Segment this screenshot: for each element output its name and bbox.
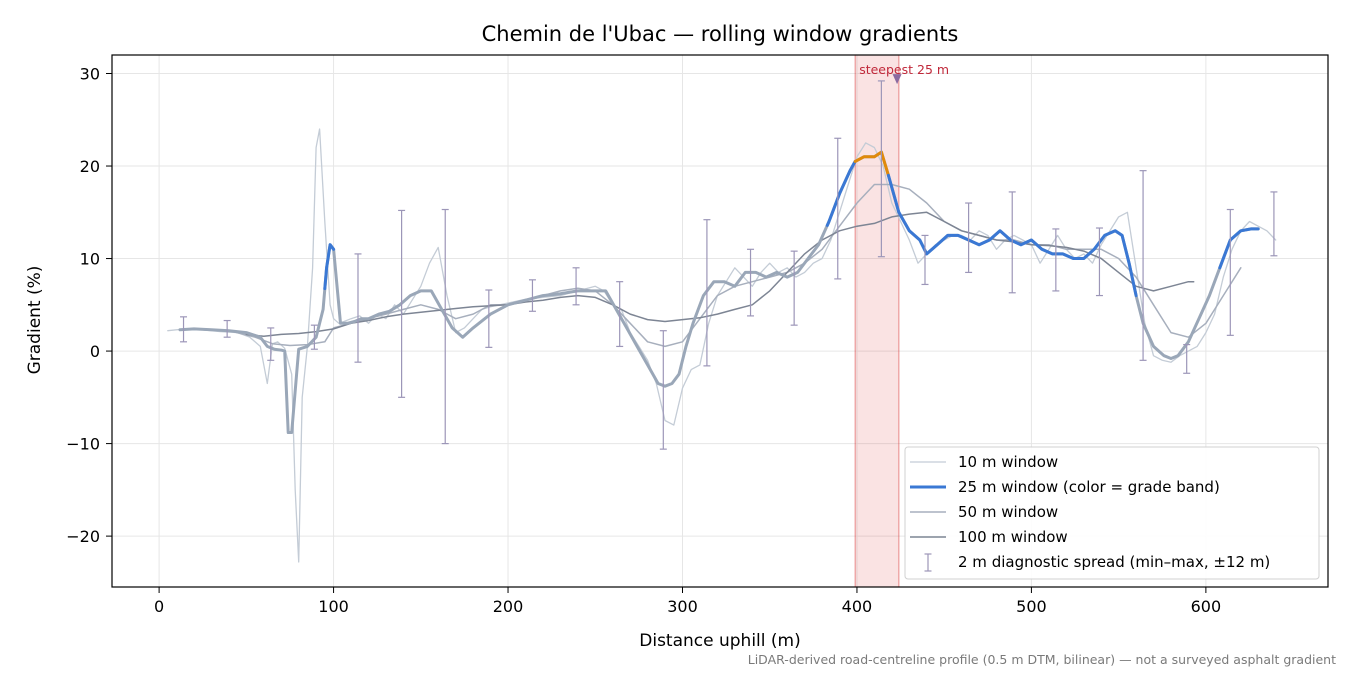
spread-errorbar bbox=[965, 202, 973, 274]
spread-errorbar bbox=[485, 289, 493, 348]
steepest-marker-triangle bbox=[892, 74, 902, 85]
series-100m-line bbox=[245, 211, 1195, 338]
x-axis-label: Distance uphill (m) bbox=[639, 631, 800, 651]
legend-label-spread: 2 m diagnostic spread (min–max, ±12 m) bbox=[958, 553, 1270, 571]
plot-frame bbox=[111, 54, 1329, 588]
spread-errorbar bbox=[790, 250, 798, 326]
series-50m-line bbox=[201, 183, 1242, 348]
x-tick-label: 100 bbox=[318, 597, 349, 616]
legend-label-50m: 50 m window bbox=[958, 503, 1058, 521]
spread-errorbar bbox=[1052, 228, 1060, 292]
spread-errorbar bbox=[267, 327, 275, 361]
legend-swatch-spread bbox=[924, 553, 932, 572]
x-tick-label: 600 bbox=[1191, 597, 1222, 616]
legend: 10 m window 25 m window (color = grade b… bbox=[904, 446, 1320, 580]
spread-errorbar bbox=[223, 319, 231, 338]
series-lines bbox=[167, 128, 1277, 563]
legend-label-100m: 100 m window bbox=[958, 528, 1068, 546]
spread-errorbar bbox=[703, 219, 711, 367]
chart-title: Chemin de l'Ubac — rolling window gradie… bbox=[482, 22, 959, 46]
spread-errorbar bbox=[180, 316, 188, 343]
steepest-band-fill bbox=[855, 55, 899, 587]
spread-errorbar bbox=[528, 279, 536, 312]
footnote: LiDAR-derived road-centreline profile (0… bbox=[748, 652, 1336, 667]
steepest-annotation: steepest 25 m bbox=[859, 62, 949, 77]
spread-errorbar bbox=[921, 234, 929, 286]
series-25m-grade-band-segment bbox=[323, 243, 336, 291]
y-tick-label: 10 bbox=[80, 250, 100, 269]
spread-errorbar bbox=[572, 267, 580, 306]
y-axis-label: Gradient (%) bbox=[25, 266, 45, 375]
y-tick-label: 0 bbox=[90, 342, 100, 361]
spread-errorbar bbox=[441, 208, 449, 445]
series-25m-grade-band-segment bbox=[1218, 227, 1260, 270]
steepest-marker bbox=[892, 74, 902, 85]
x-tick-label: 200 bbox=[493, 597, 524, 616]
legend-label-10m: 10 m window bbox=[958, 453, 1058, 471]
spread-errorbar bbox=[310, 324, 318, 350]
x-tick-label: 400 bbox=[842, 597, 873, 616]
spread-errorbar bbox=[1095, 227, 1103, 297]
x-tick-label: 0 bbox=[154, 597, 164, 616]
spread-errorbar bbox=[1226, 208, 1234, 336]
spread-errorbar bbox=[747, 248, 755, 317]
x-tick-label: 300 bbox=[667, 597, 698, 616]
spread-errorbar bbox=[877, 80, 885, 258]
spread-errorbar bbox=[659, 330, 667, 450]
legend-label-25m: 25 m window (color = grade band) bbox=[958, 478, 1220, 496]
spread-errorbar bbox=[1139, 170, 1147, 361]
y-tick-label: 20 bbox=[80, 157, 100, 176]
y-tick-label: −20 bbox=[66, 527, 100, 546]
series-10m-line bbox=[167, 128, 1277, 563]
series-25m-grade-band-segment bbox=[886, 173, 1138, 298]
y-tick-label: 30 bbox=[80, 65, 100, 84]
spread-errorbar bbox=[1270, 191, 1278, 257]
axis-ticks: 0 100 200 300 400 500 600 −20 −10 0 10 20 30 bbox=[66, 65, 1221, 616]
steepest-window-highlight bbox=[854, 55, 900, 587]
spread-errorbar bbox=[1008, 191, 1016, 294]
spread-errorbar bbox=[354, 253, 362, 363]
x-tick-label: 500 bbox=[1016, 597, 1047, 616]
y-tick-label: −10 bbox=[66, 435, 100, 454]
spread-errorbar bbox=[1183, 343, 1191, 374]
spread-errorbar bbox=[616, 281, 624, 348]
series-25m-grade-band-segment bbox=[853, 150, 890, 177]
diagnostic-spread-bars bbox=[180, 80, 1278, 450]
series-25m-grade-band-segment bbox=[825, 159, 857, 227]
spread-errorbar bbox=[398, 209, 406, 398]
spread-errorbar bbox=[834, 137, 842, 280]
legend-box bbox=[904, 446, 1320, 580]
